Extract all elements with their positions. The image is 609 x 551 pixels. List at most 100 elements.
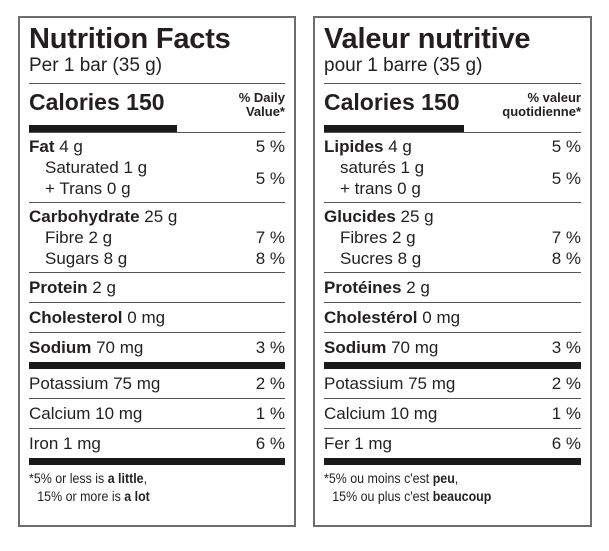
protein-name: Protein: [29, 278, 88, 297]
divider: [29, 428, 285, 429]
protein-name: Protéines: [324, 278, 402, 297]
footnote-text: 15% or more is: [37, 489, 125, 504]
fat-row: Fat 4 g 5 %: [29, 136, 285, 157]
fat-name: Lipides: [324, 137, 384, 156]
cholesterol-name: Cholesterol: [29, 308, 123, 327]
divider: [29, 332, 285, 333]
saturated-dv: 5 %: [551, 168, 581, 188]
panel-title: Nutrition Facts: [29, 23, 231, 55]
fat-dv: 5 %: [551, 137, 581, 156]
iron-row: Iron 1 mg 6 %: [29, 429, 285, 458]
divider: [29, 272, 285, 273]
sugars-row: Sugars 8 g 8 %: [29, 248, 285, 269]
trans-name: + Trans 0 g: [45, 179, 131, 198]
sugars-name: Sucres 8 g: [340, 249, 422, 268]
footnote-line2: 15% ou plus c'est beaucoup: [324, 488, 560, 506]
carbohydrate-group: Carbohydrate 25 g Fibre 2 g 7 % Sugars 8…: [29, 203, 285, 272]
iron-dv: 6 %: [551, 434, 581, 453]
fat-amount: 4 g: [388, 137, 412, 156]
thick-divider: [324, 458, 581, 465]
footnote-line1: *5% ou moins c'est peu,: [324, 470, 560, 488]
divider: [29, 132, 285, 133]
calories-row: Calories 150 % valeur quotidienne*: [324, 84, 581, 132]
calories-bar: [29, 125, 177, 132]
potassium-dv: 2 %: [255, 374, 285, 393]
carbohydrate-row: Carbohydrate 25 g: [29, 206, 285, 227]
fat-group: Lipides 4 g 5 % saturés 1 g + trans 0 g …: [324, 133, 581, 202]
fat-row: Lipides 4 g 5 %: [324, 136, 581, 157]
fibre-name: Fibres 2 g: [340, 228, 416, 247]
sodium-dv: 3 %: [551, 338, 581, 357]
serving-size: Per 1 bar (35 g): [29, 55, 163, 76]
cholesterol-amount: 0 mg: [127, 308, 166, 327]
footnote-emphasis: a lot: [124, 489, 150, 504]
footnote-text: 15% ou plus c'est: [332, 489, 433, 504]
daily-value-header: % valeur quotidienne*: [502, 91, 581, 119]
sodium-row: Sodium 70 mg 3 %: [29, 333, 285, 362]
footnote: *5% ou moins c'est peu, 15% ou plus c'es…: [324, 465, 560, 506]
footnote: *5% or less is a little, 15% or more is …: [29, 465, 265, 506]
cholesterol-amount: 0 mg: [422, 308, 461, 327]
calories-label: Calories 150: [29, 89, 165, 115]
iron-name: Iron 1 mg: [29, 434, 101, 453]
footnote-line1: *5% or less is a little,: [29, 470, 265, 488]
footnote-emphasis: peu: [432, 471, 455, 486]
protein-row: Protéines 2 g: [324, 273, 581, 302]
fibre-dv: 7 %: [255, 228, 285, 247]
footnote-line2: 15% or more is a lot: [29, 488, 265, 506]
divider: [324, 132, 581, 133]
thick-divider: [324, 362, 581, 369]
cholesterol-name: Cholestérol: [324, 308, 418, 327]
saturated-name: Saturated 1 g: [45, 158, 148, 177]
serving-size: pour 1 barre (35 g): [324, 55, 483, 76]
potassium-name: Potassium 75 mg: [29, 374, 161, 393]
dv-header-line2: quotidienne*: [502, 104, 581, 119]
trans-name: + trans 0 g: [340, 179, 421, 198]
sodium-row: Sodium 70 mg 3 %: [324, 333, 581, 362]
footnote-text: 5% ou moins c'est: [328, 471, 433, 486]
daily-value-header: % Daily Value*: [239, 91, 285, 119]
protein-row: Protein 2 g: [29, 273, 285, 302]
dv-header-line1: % valeur: [527, 90, 581, 105]
protein-amount: 2 g: [92, 278, 116, 297]
sugars-name: Sugars 8 g: [45, 249, 128, 268]
saturated-trans-row: Saturated 1 g + Trans 0 g 5 %: [29, 157, 285, 199]
panel-title: Valeur nutritive: [324, 23, 531, 55]
potassium-row: Potassium 75 mg 2 %: [324, 369, 581, 398]
cholesterol-row: Cholestérol 0 mg: [324, 303, 581, 332]
iron-name: Fer 1 mg: [324, 434, 393, 453]
sodium-dv: 3 %: [255, 338, 285, 357]
fat-dv: 5 %: [255, 137, 285, 156]
divider: [29, 83, 285, 84]
potassium-dv: 2 %: [551, 374, 581, 393]
sugars-row: Sucres 8 g 8 %: [324, 248, 581, 269]
calcium-dv: 1 %: [255, 404, 285, 423]
divider: [324, 272, 581, 273]
carbohydrate-amount: 25 g: [144, 207, 178, 226]
fibre-dv: 7 %: [551, 228, 581, 247]
footnote-punct: ,: [143, 471, 148, 486]
iron-row: Fer 1 mg 6 %: [324, 429, 581, 458]
asterisk: *: [324, 471, 329, 486]
calories-label: Calories 150: [324, 89, 460, 115]
calcium-dv: 1 %: [551, 404, 581, 423]
calcium-name: Calcium 10 mg: [29, 404, 143, 423]
carbohydrate-row: Glucides 25 g: [324, 206, 581, 227]
footnote-punct: ,: [454, 471, 459, 486]
dv-header-line1: % Daily: [238, 90, 285, 105]
fibre-row: Fibres 2 g 7 %: [324, 227, 581, 248]
saturated-trans-row: saturés 1 g + trans 0 g 5 %: [324, 157, 581, 199]
sodium-amount: 70 mg: [391, 338, 439, 357]
fat-amount: 4 g: [59, 137, 83, 156]
calcium-row: Calcium 10 mg 1 %: [29, 399, 285, 428]
protein-amount: 2 g: [406, 278, 430, 297]
divider: [29, 202, 285, 203]
sugars-dv: 8 %: [551, 249, 581, 268]
divider: [324, 332, 581, 333]
divider: [29, 302, 285, 303]
potassium-row: Potassium 75 mg 2 %: [29, 369, 285, 398]
footnote-emphasis: a little: [107, 471, 144, 486]
calories-bar: [324, 125, 464, 132]
divider: [324, 202, 581, 203]
nutrition-facts-panel-french: Valeur nutritive pour 1 barre (35 g) Cal…: [313, 16, 592, 527]
